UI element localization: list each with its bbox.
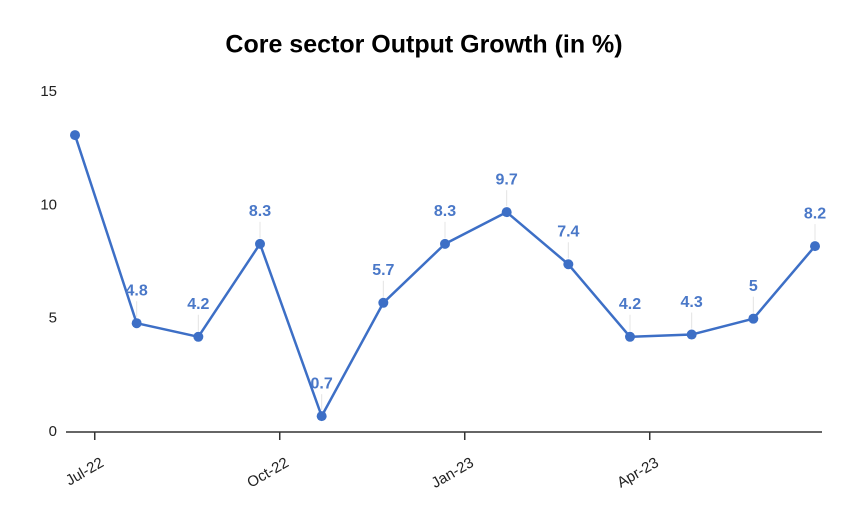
data-label: 5.7 [372,262,394,279]
point [255,238,265,249]
point [316,411,327,422]
point [70,130,80,141]
x-tick-label: Jul-22 [63,454,107,489]
point [625,331,635,342]
data-label: 4.2 [187,296,209,313]
data-label: 7.4 [557,223,579,240]
data-label: 9.7 [496,171,518,188]
point [440,238,450,249]
point [810,241,820,252]
y-tick-label: 0 [49,423,57,440]
y-tick-label: 15 [40,83,57,100]
point [193,331,204,342]
data-label: 5 [749,278,758,295]
line [73,134,816,418]
x-tick-label: Jan-23 [428,454,476,492]
point [378,297,389,308]
data-label: 4.3 [681,294,703,311]
point [131,318,142,329]
data-label: 0.7 [311,375,333,392]
data-label: 8.3 [434,203,456,220]
data-label: 4.8 [126,282,148,299]
data-label: 8.2 [804,205,826,222]
point [748,313,759,324]
x-tick-label: Apr-23 [614,454,661,491]
x-tick-label: Oct-22 [244,454,291,491]
point [563,259,574,270]
y-tick-label: 10 [40,196,57,213]
point [686,329,697,340]
y-tick-label: 5 [49,310,57,327]
data-label: 8.3 [249,203,271,220]
data-label: 4.2 [619,296,641,313]
chart-title: Core sector Output Growth (in %) [225,31,622,59]
point [501,207,512,218]
